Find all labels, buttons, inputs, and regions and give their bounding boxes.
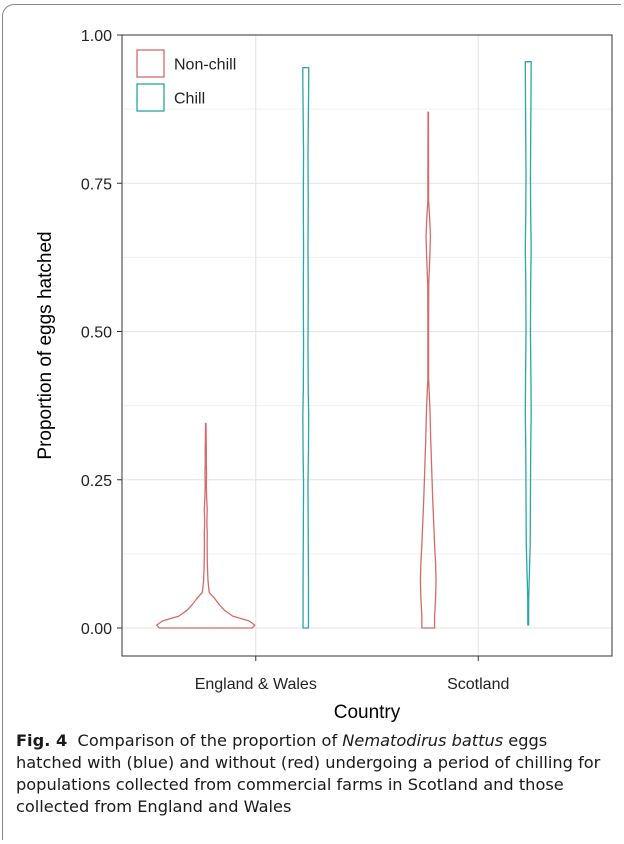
x-tick-label: England & Wales	[195, 676, 317, 693]
plot-border	[121, 34, 613, 657]
x-axis-label: Country	[334, 702, 401, 723]
grid-lines	[122, 34, 612, 656]
violin-non-chill-england-wales	[156, 422, 256, 629]
violin-chart: 0.00 0.25 0.50 0.75 1.00 England & Wales Scot…	[35, 28, 613, 723]
caption-text-after: eggs hatched with (blue) and without (re…	[16, 731, 601, 816]
y-tick-label: 1.00	[81, 28, 112, 45]
caption-text-before: Comparison of the proportion of	[77, 731, 343, 750]
legend: Non-chill Chill	[136, 49, 236, 112]
y-axis-label: Proportion of eggs hatched	[35, 231, 56, 459]
figure-label: Fig. 4	[16, 731, 68, 750]
violin-chill-england-wales	[302, 66, 310, 629]
y-tick-label: 0.25	[81, 473, 112, 490]
y-tick-label: 0.00	[81, 621, 112, 638]
caption-species: Nematodirus battus	[342, 731, 504, 750]
figure-caption: Fig. 4 Comparison of the proportion of N…	[16, 730, 612, 818]
x-axis-ticks: England & Wales Scotland	[195, 656, 509, 693]
y-tick-label: 0.75	[81, 176, 112, 193]
y-tick-label: 0.50	[81, 325, 112, 342]
y-axis-ticks: 0.00 0.25 0.50 0.75 1.00	[81, 28, 122, 638]
violins	[156, 61, 532, 629]
legend-label: Chill	[174, 91, 205, 108]
legend-label: Non-chill	[174, 57, 236, 74]
violin-chill-scotland	[524, 61, 532, 626]
x-tick-label: Scotland	[447, 676, 509, 693]
violin-non-chill-scotland	[419, 111, 437, 629]
legend-key-non-chill	[136, 49, 165, 78]
legend-key-chill	[136, 83, 165, 112]
figure-frame	[2, 4, 621, 840]
